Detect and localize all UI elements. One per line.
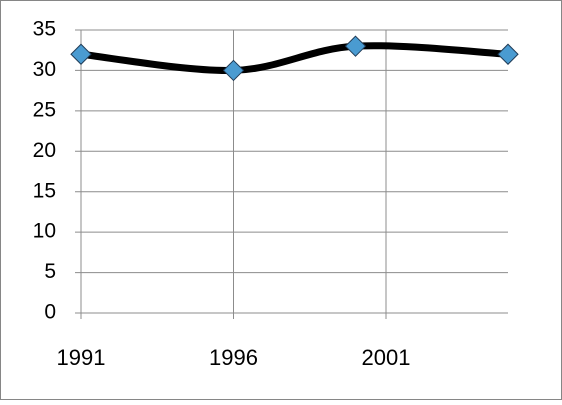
- y-tick-label: 0: [44, 301, 56, 324]
- marker: [222, 59, 245, 82]
- x-tick-label: 2001: [362, 345, 411, 370]
- x-tick-label: 1996: [209, 345, 258, 370]
- y-tick-label: 35: [33, 18, 56, 41]
- y-tick-label: 15: [33, 179, 56, 202]
- marker: [70, 43, 92, 65]
- y-tick-label: 5: [44, 260, 56, 283]
- y-tick-label: 25: [33, 98, 56, 121]
- marker: [497, 43, 519, 65]
- y-tick-label: 30: [33, 58, 56, 81]
- y-tick-label: 20: [33, 139, 56, 162]
- y-tick-label: 10: [33, 220, 56, 243]
- x-tick-label: 1991: [57, 345, 106, 370]
- marker: [344, 35, 367, 57]
- line: [80, 42, 509, 74]
